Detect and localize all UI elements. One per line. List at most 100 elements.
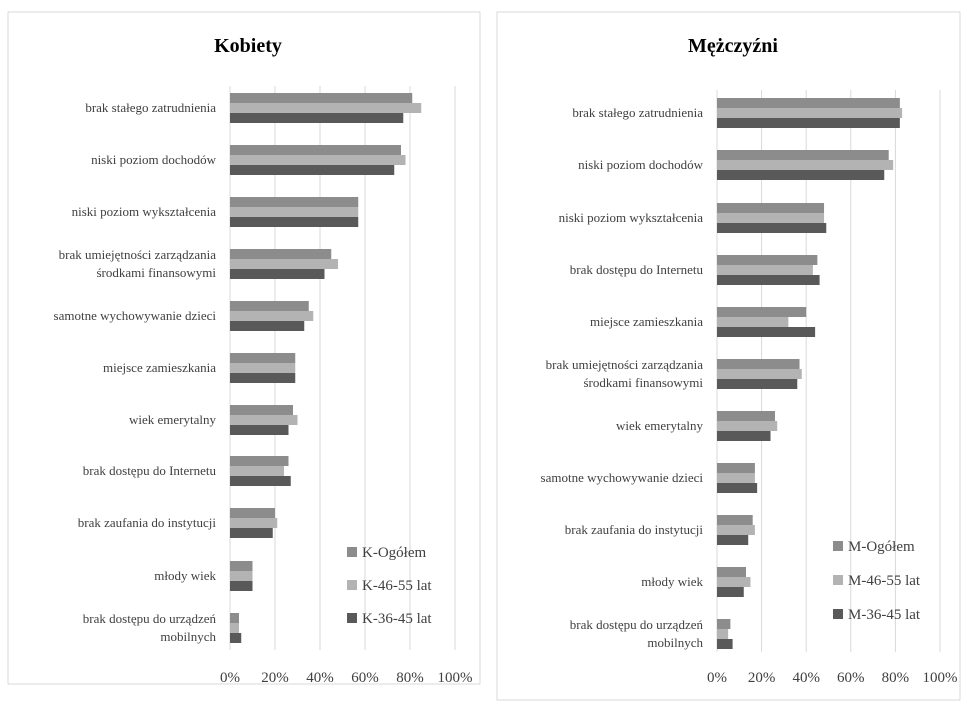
bar-age_36_45 <box>230 373 296 383</box>
legend-swatch <box>833 541 843 551</box>
x-tick-label: 100% <box>438 670 473 686</box>
x-tick-label: 80% <box>882 670 910 686</box>
legend-label: M-46-55 lat <box>848 573 921 589</box>
bar-age_36_45 <box>717 483 758 493</box>
x-tick-label: 0% <box>707 670 727 686</box>
bar-age_46_55 <box>717 577 751 587</box>
bar-age_46_55 <box>230 363 296 373</box>
bar-ogolem <box>230 405 293 415</box>
bar-age_36_45 <box>230 217 359 227</box>
bar-age_36_45 <box>717 275 820 285</box>
bar-ogolem <box>717 411 775 421</box>
legend-swatch <box>347 580 357 590</box>
bar-age_36_45 <box>230 269 325 279</box>
chart-title: Mężczyźni <box>688 35 778 57</box>
x-tick-label: 80% <box>396 670 424 686</box>
bar-age_46_55 <box>230 259 338 269</box>
bar-ogolem <box>717 359 800 369</box>
bar-age_36_45 <box>717 379 798 389</box>
bar-ogolem <box>230 93 413 103</box>
x-tick-label: 20% <box>748 670 776 686</box>
bar-age_36_45 <box>230 476 291 486</box>
category-label: brak dostępu do urządzeń mobilnych <box>570 617 704 650</box>
bar-age_36_45 <box>230 633 242 643</box>
category-label: brak zaufania do instytucji <box>78 515 217 530</box>
bar-age_46_55 <box>230 155 406 165</box>
chart-panel-1: Kobiety 0% 20% 40% 60% 80% 100% brak stałego za… <box>7 11 481 686</box>
bar-age_46_55 <box>717 421 778 431</box>
category-label: brak stałego zatrudnienia <box>85 100 216 115</box>
bar-age_36_45 <box>230 528 273 538</box>
bar-ogolem <box>230 197 359 207</box>
bar-age_46_55 <box>230 571 253 581</box>
bar-age_36_45 <box>717 431 771 441</box>
category-label: brak umiejętności zarządzania środkami fi… <box>546 357 704 390</box>
category-label: brak zaufania do instytucji <box>565 522 704 537</box>
x-tick-label: 40% <box>306 670 334 686</box>
bar-age_36_45 <box>230 581 253 591</box>
category-label: niski poziom dochodów <box>578 157 704 172</box>
category-label: młody wiek <box>154 568 216 583</box>
bar-age_36_45 <box>230 165 395 175</box>
bar-age_46_55 <box>717 369 802 379</box>
category-label: niski poziom dochodów <box>91 152 217 167</box>
category-label: brak dostępu do urządzeń mobilnych <box>83 611 217 644</box>
category-label: brak dostępu do Internetu <box>570 262 704 277</box>
bar-ogolem <box>717 255 818 265</box>
bar-age_36_45 <box>717 327 816 337</box>
bar-ogolem <box>230 613 239 623</box>
category-label: niski poziom wykształcenia <box>559 210 704 225</box>
bar-ogolem <box>717 567 746 577</box>
bar-ogolem <box>717 307 807 317</box>
category-label: miejsce zamieszkania <box>590 314 703 329</box>
bar-age_36_45 <box>717 535 749 545</box>
legend-swatch <box>347 613 357 623</box>
x-tick-label: 60% <box>351 670 379 686</box>
category-label: brak dostępu do Internetu <box>83 463 217 478</box>
chart-panel-2: Mężczyźni 0% 20% 40% 60% 80% 100% brak stałego … <box>496 11 961 701</box>
bar-age_46_55 <box>230 623 239 633</box>
legend-label: K-36-45 lat <box>362 611 432 627</box>
bar-age_46_55 <box>717 473 755 483</box>
bar-age_46_55 <box>230 311 314 321</box>
category-label: samotne wychowywanie dzieci <box>541 470 704 485</box>
legend-swatch <box>833 609 843 619</box>
bar-age_36_45 <box>230 113 404 123</box>
x-tick-label: 100% <box>923 670 958 686</box>
bar-age_46_55 <box>717 525 755 535</box>
category-label: brak umiejętności zarządzania środkami fi… <box>59 247 217 280</box>
bar-age_36_45 <box>717 223 827 233</box>
bar-age_46_55 <box>717 265 813 275</box>
legend-label: M-Ogółem <box>848 539 915 555</box>
bar-age_36_45 <box>717 170 885 180</box>
category-label: miejsce zamieszkania <box>103 360 216 375</box>
bar-age_46_55 <box>717 317 789 327</box>
bar-ogolem <box>230 249 332 259</box>
bar-age_46_55 <box>230 415 298 425</box>
category-label: wiek emerytalny <box>129 412 216 427</box>
legend-label: K-46-55 lat <box>362 578 432 594</box>
legend-label: K-Ogółem <box>362 545 426 561</box>
bar-ogolem <box>230 456 289 466</box>
bar-age_46_55 <box>717 108 903 118</box>
bar-age_46_55 <box>717 213 825 223</box>
bar-ogolem <box>717 619 731 629</box>
bar-age_36_45 <box>717 639 733 649</box>
bar-age_36_45 <box>230 425 289 435</box>
x-tick-label: 60% <box>837 670 865 686</box>
bar-ogolem <box>230 561 253 571</box>
bar-age_36_45 <box>230 321 305 331</box>
bar-age_46_55 <box>717 629 729 639</box>
bar-ogolem <box>717 203 825 213</box>
bar-age_46_55 <box>717 160 894 170</box>
chart-title: Kobiety <box>214 35 282 57</box>
category-label: niski poziom wykształcenia <box>72 204 217 219</box>
bar-ogolem <box>717 463 755 473</box>
bar-ogolem <box>717 150 889 160</box>
bar-age_46_55 <box>230 466 284 476</box>
bar-ogolem <box>230 145 401 155</box>
bar-age_46_55 <box>230 518 278 528</box>
bar-ogolem <box>717 515 753 525</box>
legend-swatch <box>833 575 843 585</box>
